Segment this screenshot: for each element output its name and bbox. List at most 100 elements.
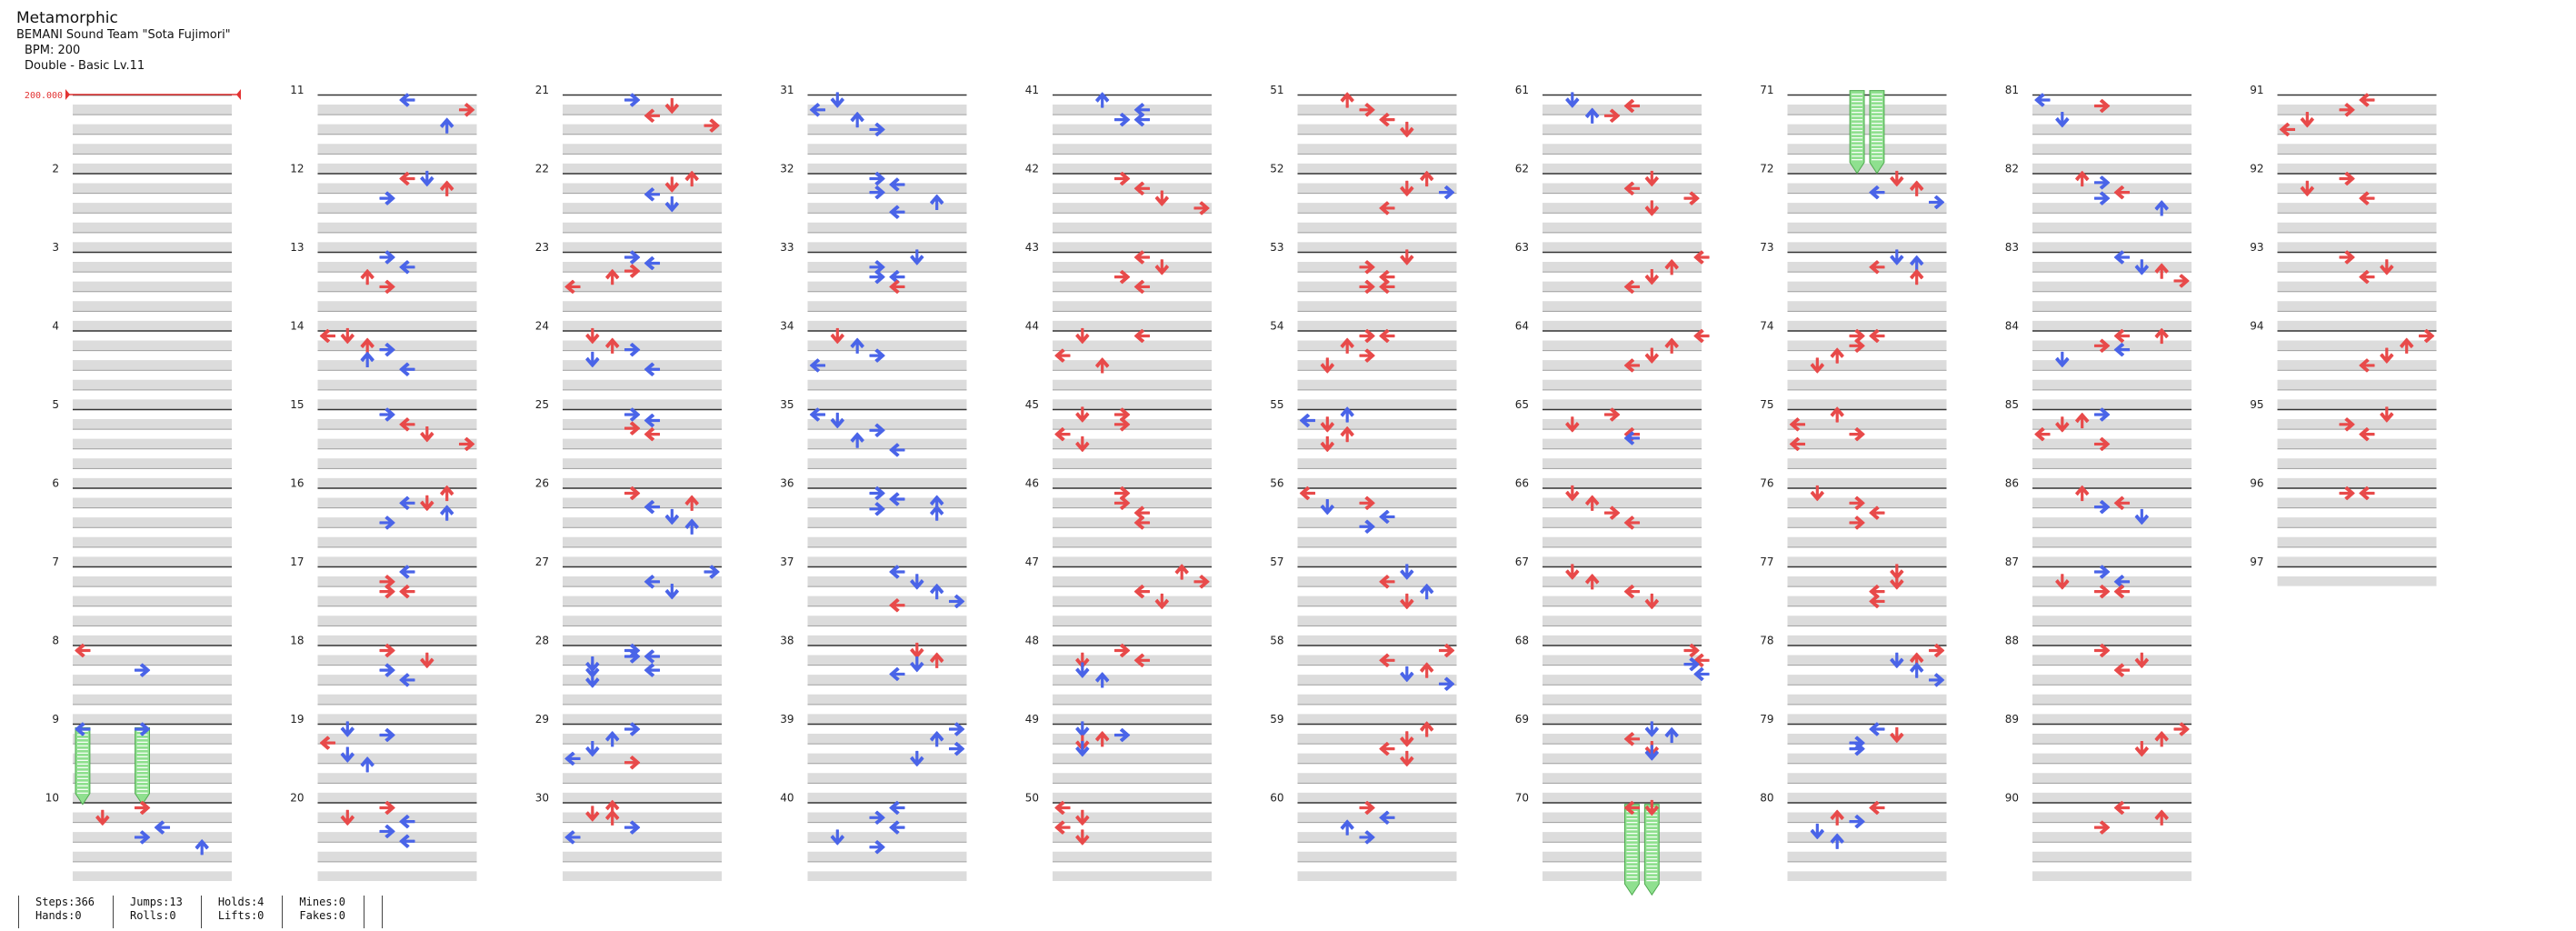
step-arrow	[830, 327, 844, 345]
step-arrow	[930, 584, 944, 600]
step-arrow	[889, 800, 905, 816]
arrow-shape	[910, 656, 924, 673]
step-arrow	[1359, 496, 1375, 510]
arrow-shape	[2034, 427, 2051, 442]
beat-band	[1787, 635, 1947, 646]
hold-body	[75, 726, 91, 806]
step-arrow	[458, 103, 475, 117]
arrow-shape	[195, 839, 209, 856]
beat-band	[807, 753, 967, 764]
step-arrow	[399, 585, 415, 599]
arrow-shape	[1623, 516, 1641, 530]
step-arrow	[1320, 357, 1334, 374]
beat-band	[1543, 792, 1702, 803]
measure-number: 25	[535, 398, 549, 411]
measure-number: 51	[1270, 84, 1283, 96]
beat-band	[1053, 183, 1212, 194]
beat-band	[1053, 832, 1212, 842]
beat-band	[1543, 675, 1702, 685]
arrow-shape	[1869, 260, 1885, 275]
arrow-shape	[1438, 185, 1455, 200]
beat-band	[563, 556, 722, 566]
arrow-shape	[2113, 185, 2131, 200]
arrow-shape	[624, 250, 641, 265]
step-arrow	[1890, 574, 1904, 590]
arrow-shape	[684, 518, 699, 535]
step-arrow	[644, 413, 661, 428]
step-arrow	[2093, 175, 2111, 190]
stat-lifts: Lifts:0	[217, 909, 265, 922]
arrow-shape	[1683, 643, 1700, 658]
arrow-shape	[850, 432, 864, 448]
arrow-shape	[564, 751, 581, 766]
arrow-shape	[399, 93, 415, 107]
measure-number: 74	[1760, 320, 1773, 333]
beat-band	[1297, 124, 1457, 135]
arrow-shape	[889, 666, 905, 682]
stat-group-holds: Holds:4 Lifts:0	[200, 896, 283, 928]
beat-band	[1543, 105, 1702, 115]
step-arrow	[379, 250, 395, 265]
arrow-shape	[910, 642, 924, 659]
measure-number: 38	[780, 635, 794, 647]
measure-number: 54	[1270, 320, 1283, 333]
arrow-shape	[644, 187, 661, 202]
measure-number: 40	[780, 792, 794, 805]
measure-number: 32	[780, 163, 794, 175]
step-arrow	[1693, 666, 1710, 682]
beat-band	[73, 163, 232, 174]
arrow-shape	[1869, 800, 1885, 816]
step-arrow	[1869, 506, 1885, 520]
arrow-shape	[624, 407, 641, 422]
beat-band	[1787, 438, 1947, 449]
arrow-shape	[624, 756, 641, 770]
beat-band	[317, 262, 477, 272]
arrow-shape	[1623, 431, 1641, 445]
measure-number: 11	[290, 84, 304, 96]
arrow-shape	[2093, 436, 2111, 452]
beat-band	[2032, 477, 2192, 488]
step-arrow	[1830, 347, 1844, 364]
beat-band	[1053, 596, 1212, 606]
arrow-shape	[1849, 516, 1865, 530]
arrow-shape	[2055, 574, 2070, 590]
step-arrow	[644, 187, 661, 202]
arrow-shape	[1664, 726, 1679, 744]
beat-band	[1053, 497, 1212, 508]
step-arrow	[1299, 413, 1316, 428]
arrow-shape	[889, 565, 905, 579]
measure-number: 7	[52, 556, 59, 568]
beat-band	[807, 832, 967, 842]
step-arrow	[1438, 676, 1455, 691]
arrow-shape	[379, 824, 395, 839]
arrow-shape	[1644, 200, 1659, 216]
step-arrow	[644, 108, 661, 123]
beat-band	[73, 773, 232, 783]
measure-number: 67	[1515, 556, 1529, 568]
beat-band	[2032, 262, 2192, 272]
measure-number: 81	[2005, 84, 2019, 96]
beat-band	[1297, 320, 1457, 331]
step-arrow	[1644, 200, 1659, 216]
measure-number: 70	[1515, 792, 1529, 805]
beat-band	[1297, 576, 1457, 586]
beat-band	[1053, 222, 1212, 233]
beat-band	[1297, 262, 1457, 272]
step-arrow	[379, 343, 395, 357]
arrow-shape	[1095, 731, 1110, 747]
arrow-shape	[930, 584, 944, 600]
step-arrow	[605, 731, 620, 747]
beat-band	[563, 536, 722, 547]
beat-band	[2032, 616, 2192, 626]
step-arrow	[585, 662, 600, 678]
beat-band	[2277, 458, 2437, 468]
arrow-shape	[1379, 509, 1395, 525]
beat-band	[1297, 458, 1457, 468]
arrow-shape	[1359, 496, 1375, 510]
beat-band	[1787, 734, 1947, 744]
arrow-shape	[1379, 575, 1395, 589]
chart-difficulty: Double - Basic Lv.11	[25, 59, 145, 73]
arrow-shape	[605, 809, 620, 826]
step-arrow	[1810, 485, 1824, 502]
step-arrow	[379, 279, 395, 295]
